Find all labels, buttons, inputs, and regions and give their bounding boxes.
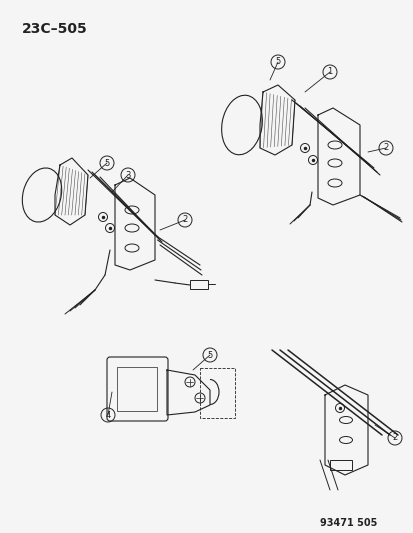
Text: 93471 505: 93471 505 bbox=[319, 518, 377, 528]
Text: 5: 5 bbox=[275, 58, 280, 67]
Text: 3: 3 bbox=[125, 171, 131, 180]
Text: 23C–505: 23C–505 bbox=[22, 22, 88, 36]
Text: 5: 5 bbox=[207, 351, 212, 359]
Text: 2: 2 bbox=[382, 143, 388, 152]
Text: 5: 5 bbox=[104, 158, 109, 167]
Text: 2: 2 bbox=[182, 215, 187, 224]
Text: 2: 2 bbox=[392, 433, 396, 442]
Text: 1: 1 bbox=[327, 68, 332, 77]
Text: 4: 4 bbox=[105, 410, 110, 419]
